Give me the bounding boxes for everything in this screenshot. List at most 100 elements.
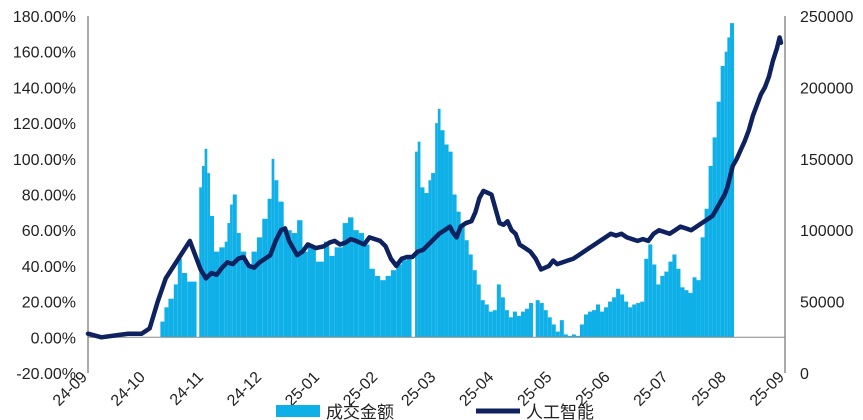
bar [385, 275, 391, 338]
bar [396, 264, 402, 338]
bar [353, 230, 359, 338]
bar [431, 173, 436, 338]
bar [539, 303, 544, 338]
bar [672, 254, 677, 338]
left-tick-label: 80.00% [22, 188, 76, 205]
legend-swatch-bar [276, 405, 320, 417]
bar [656, 284, 661, 338]
bar [407, 255, 412, 338]
bar [364, 244, 370, 338]
bar [579, 324, 584, 338]
bar [555, 331, 560, 338]
bar [420, 187, 425, 338]
x-tick-label: 25-07 [631, 369, 672, 410]
x-tick-label: 25-09 [747, 369, 788, 410]
right-tick-label: 200000 [800, 80, 853, 97]
bar [168, 298, 174, 338]
bar [516, 315, 521, 338]
bar [604, 307, 609, 338]
bar [207, 173, 210, 338]
bar [390, 270, 397, 338]
bar [652, 264, 657, 338]
bar [291, 233, 298, 338]
bar [696, 280, 701, 338]
bar [227, 223, 231, 338]
bar [267, 198, 272, 338]
bar [620, 294, 625, 338]
bar [596, 304, 601, 338]
bar [520, 311, 525, 338]
x-tick-label: 24-11 [167, 369, 207, 409]
bar [567, 335, 572, 338]
bar [700, 237, 705, 338]
bar [204, 148, 208, 338]
left-tick-label: 20.00% [22, 295, 76, 312]
bar [437, 108, 441, 338]
right-tick-label: 250000 [800, 9, 853, 26]
bar [256, 237, 263, 338]
bar [600, 311, 605, 338]
bar [251, 251, 257, 338]
bar [612, 297, 617, 338]
bar [708, 165, 713, 338]
bar [199, 187, 202, 338]
bar [688, 293, 693, 338]
axis-lines [87, 16, 786, 373]
bar [435, 123, 438, 338]
bar [488, 311, 493, 338]
bar [684, 290, 689, 338]
bar [456, 211, 461, 338]
bar [660, 275, 665, 338]
bar [632, 304, 637, 338]
bar [476, 284, 481, 338]
bar [401, 260, 408, 338]
left-tick-label: 140.00% [13, 80, 76, 97]
bar [575, 335, 580, 338]
right-tick-label: 100000 [800, 223, 853, 240]
bar [297, 220, 303, 338]
x-tick-label: 24-10 [108, 369, 149, 410]
legend-label-bar: 成交金额 [326, 403, 394, 420]
bar [230, 204, 233, 338]
x-axis: 24-09 24-10 24-11 24-12 25-01 25-02 25-03 25-04… [50, 369, 788, 410]
bar [648, 244, 653, 338]
bar [692, 277, 697, 338]
left-axis: -20.00% 0.00% 20.00% 40.00% 60.00% 80.00% 100.… [13, 9, 76, 383]
bar [547, 317, 552, 338]
bar [535, 300, 540, 338]
bar [640, 301, 645, 338]
left-tick-label: 40.00% [22, 259, 76, 276]
left-tick-label: 60.00% [22, 223, 76, 240]
bar [628, 307, 633, 338]
bar-series [160, 23, 735, 338]
bar [716, 101, 721, 338]
bar [224, 241, 228, 338]
bar [571, 334, 576, 338]
bar [644, 258, 649, 338]
bar [524, 308, 529, 338]
bar [508, 317, 513, 338]
x-tick-label: 24-12 [224, 369, 265, 410]
bar [342, 223, 349, 338]
bar [262, 218, 268, 338]
bar [551, 324, 556, 338]
legend: 成交金额 人工智能 [276, 403, 594, 420]
bar [496, 284, 501, 338]
bar [315, 261, 324, 338]
bar [704, 208, 709, 338]
bar [452, 194, 457, 338]
bar [283, 230, 292, 338]
left-tick-label: 180.00% [13, 9, 76, 26]
bar [636, 303, 641, 338]
left-tick-label: 120.00% [13, 116, 76, 133]
bar [712, 137, 717, 338]
bar [624, 301, 629, 338]
bar [323, 241, 330, 338]
bar [307, 247, 316, 338]
bar [380, 280, 386, 338]
bar [492, 310, 497, 338]
bar [484, 304, 489, 338]
legend-label-line: 人工智能 [526, 403, 594, 420]
bar [504, 310, 509, 338]
bar [177, 258, 182, 338]
